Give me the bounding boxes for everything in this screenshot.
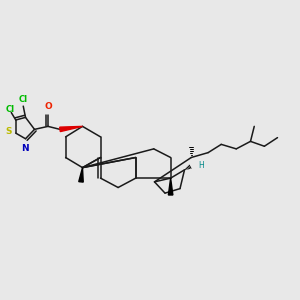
Text: S: S: [6, 127, 12, 136]
Polygon shape: [79, 168, 83, 182]
Polygon shape: [60, 126, 82, 132]
Polygon shape: [168, 178, 173, 195]
Text: Cl: Cl: [6, 105, 15, 114]
Text: Cl: Cl: [19, 95, 28, 104]
Text: H: H: [198, 161, 204, 170]
Text: N: N: [21, 144, 29, 153]
Text: O: O: [44, 102, 52, 111]
